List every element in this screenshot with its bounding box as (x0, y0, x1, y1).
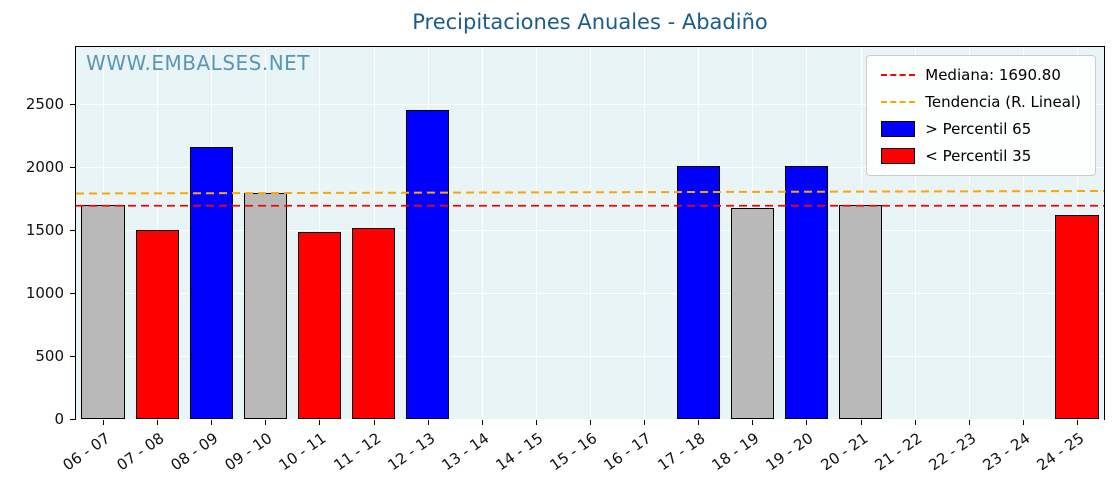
x-tick-mark (968, 419, 970, 425)
y-tick-label: 2000 (25, 157, 64, 176)
x-tick-mark (265, 419, 267, 425)
x-gridline (1022, 47, 1024, 419)
y-gridline (76, 419, 1104, 420)
legend-label-trend: Tendencia (R. Lineal) (925, 93, 1081, 111)
x-tick-mark (373, 419, 375, 425)
bar-20-21 (838, 205, 883, 419)
x-tick-mark (860, 419, 862, 425)
y-tick-mark (70, 292, 76, 294)
bar-09-10 (243, 192, 287, 419)
x-gridline (914, 47, 916, 419)
chart-title: Precipitaciones Anuales - Abadiño (412, 10, 768, 34)
y-tick-mark (70, 419, 76, 420)
legend-item-above: > Percentil 65 (881, 120, 1081, 138)
y-tick-mark (70, 229, 76, 231)
y-tick-mark (70, 355, 76, 357)
legend-swatch-below (881, 148, 916, 164)
x-tick-mark (590, 419, 591, 425)
x-gridline (481, 47, 483, 419)
y-tick-label: 500 (35, 346, 64, 365)
x-tick-mark (698, 419, 700, 425)
x-tick-mark (1076, 419, 1078, 425)
bar-12-13 (406, 110, 450, 419)
legend-label-median: Mediana: 1690.80 (925, 66, 1061, 84)
legend-swatch-trend (881, 101, 916, 103)
x-tick-mark (644, 419, 646, 425)
bar-10-11 (297, 232, 342, 419)
x-tick-mark (806, 419, 808, 425)
x-gridline (644, 47, 646, 419)
x-tick-mark (319, 419, 321, 425)
bar-19-20 (784, 166, 829, 419)
watermark-text: WWW.EMBALSES.NET (86, 51, 311, 75)
legend-swatch-median (881, 74, 916, 76)
legend-item-trend: Tendencia (R. Lineal) (881, 93, 1081, 111)
x-tick-mark (914, 419, 916, 425)
x-tick-mark (752, 419, 754, 425)
legend-item-median: Mediana: 1690.80 (881, 66, 1081, 84)
legend-swatch-above (881, 121, 916, 137)
x-tick-mark (535, 419, 537, 425)
y-tick-label: 1500 (25, 220, 64, 239)
legend: Mediana: 1690.80 Tendencia (R. Lineal) > P… (866, 55, 1096, 176)
plot-area: WWW.EMBALSES.NET Mediana: 1690.80 Tendenc… (26, 46, 1105, 474)
y-tick-mark (70, 166, 76, 168)
bar-18-19 (730, 207, 774, 419)
bar-24-25 (1055, 215, 1099, 419)
legend-item-below: < Percentil 35 (881, 147, 1081, 165)
x-tick-mark (427, 419, 429, 425)
bar-07-08 (135, 229, 179, 419)
x-tick-mark (481, 419, 483, 425)
legend-label-above: > Percentil 65 (925, 120, 1032, 138)
y-tick-label: 0 (54, 410, 64, 428)
x-tick-mark (211, 419, 213, 425)
x-gridline (968, 47, 970, 419)
bar-17-18 (676, 166, 720, 419)
bar-08-09 (189, 147, 233, 419)
x-gridline (590, 47, 591, 419)
bar-11-12 (351, 227, 396, 419)
x-tick-mark (1022, 419, 1024, 425)
y-tick-label: 2500 (25, 94, 64, 113)
x-tick-mark (103, 419, 105, 425)
x-tick-mark (157, 419, 159, 425)
y-tick-label: 1000 (25, 283, 64, 302)
x-gridline (535, 47, 537, 419)
y-tick-mark (70, 103, 76, 105)
bar-06-07 (81, 205, 125, 419)
legend-label-below: < Percentil 35 (925, 147, 1032, 165)
